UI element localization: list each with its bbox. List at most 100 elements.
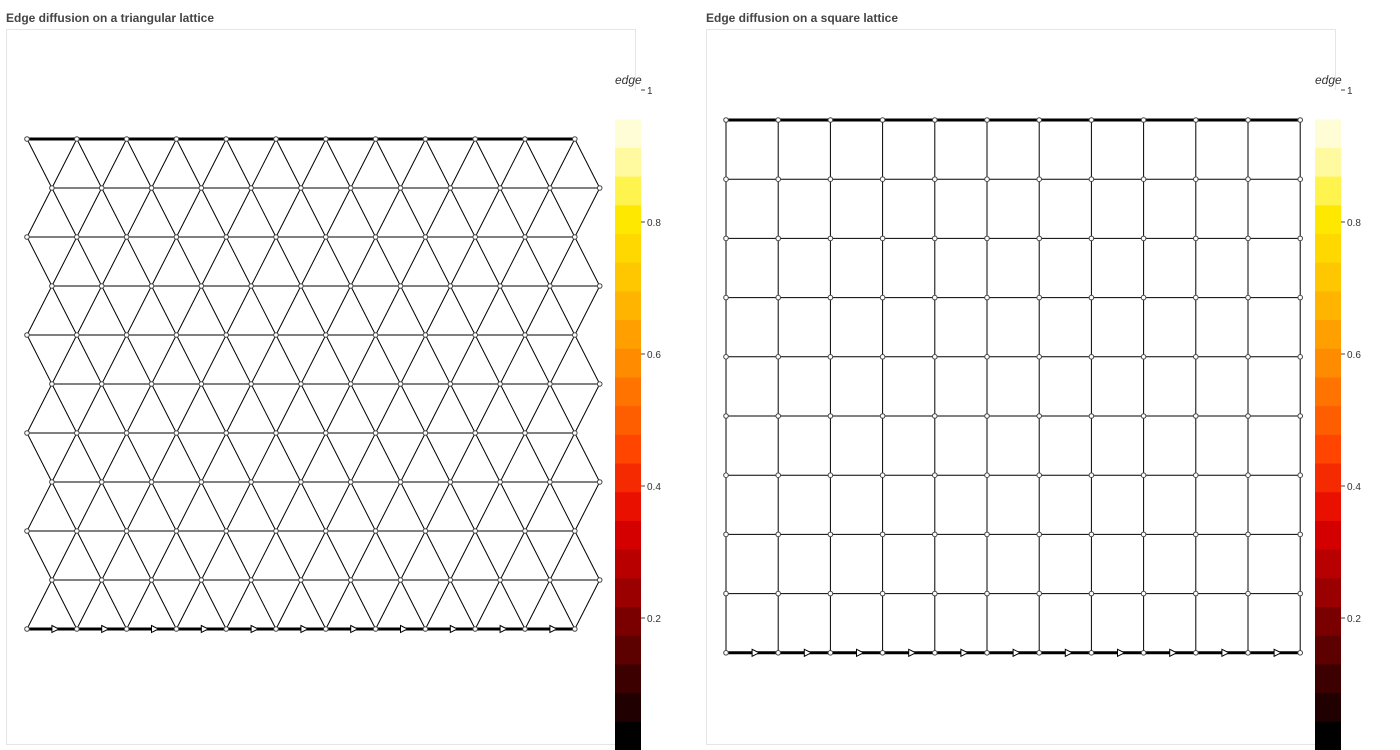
lattice-node[interactable] <box>1193 590 1199 597</box>
lattice-node[interactable] <box>74 626 80 632</box>
lattice-node[interactable] <box>596 283 603 289</box>
lattice-node[interactable] <box>932 354 938 360</box>
lattice-node[interactable] <box>422 234 429 240</box>
lattice-node[interactable] <box>497 283 503 289</box>
lattice-node[interactable] <box>1140 650 1147 656</box>
lattice-node[interactable] <box>1245 650 1251 656</box>
lattice-node[interactable] <box>74 332 80 338</box>
lattice-node[interactable] <box>397 479 404 485</box>
lattice-node[interactable] <box>24 136 30 142</box>
lattice-node[interactable] <box>372 332 379 338</box>
lattice-node[interactable] <box>497 577 503 583</box>
lattice-node[interactable] <box>1088 294 1095 301</box>
lattice-node[interactable] <box>98 577 105 583</box>
lattice-node[interactable] <box>547 577 553 583</box>
lattice-node[interactable] <box>1245 531 1251 538</box>
lattice-node[interactable] <box>984 354 990 360</box>
lattice-node[interactable] <box>1245 294 1251 301</box>
lattice-node[interactable] <box>723 117 729 123</box>
lattice-node[interactable] <box>827 294 834 301</box>
lattice-node[interactable] <box>173 430 180 436</box>
lattice-node[interactable] <box>74 136 80 142</box>
lattice-node[interactable] <box>223 430 229 436</box>
lattice-node[interactable] <box>472 528 479 534</box>
lattice-node[interactable] <box>298 479 304 485</box>
lattice-node[interactable] <box>1193 176 1199 182</box>
lattice-node[interactable] <box>723 472 729 479</box>
lattice-node[interactable] <box>1088 650 1095 656</box>
lattice-node[interactable] <box>323 136 329 142</box>
lattice-node[interactable] <box>879 354 886 360</box>
lattice-node[interactable] <box>123 430 130 436</box>
lattice-node[interactable] <box>98 185 105 191</box>
lattice-node[interactable] <box>1088 176 1095 182</box>
lattice-node[interactable] <box>1245 117 1251 123</box>
lattice-node[interactable] <box>49 577 55 583</box>
lattice-node[interactable] <box>198 577 205 583</box>
lattice-node[interactable] <box>422 430 429 436</box>
lattice-node[interactable] <box>173 234 180 240</box>
lattice-node[interactable] <box>422 626 429 632</box>
lattice-node[interactable] <box>148 479 155 485</box>
lattice-node[interactable] <box>298 283 304 289</box>
lattice-node[interactable] <box>723 590 729 597</box>
lattice-node[interactable] <box>123 626 130 632</box>
lattice-node[interactable] <box>248 479 254 485</box>
lattice-node[interactable] <box>397 577 404 583</box>
lattice-node[interactable] <box>775 472 781 479</box>
lattice-node[interactable] <box>572 626 578 632</box>
lattice-node[interactable] <box>1245 413 1251 419</box>
lattice-node[interactable] <box>472 332 479 338</box>
lattice-node[interactable] <box>775 650 781 656</box>
lattice-node[interactable] <box>148 381 155 387</box>
lattice-node[interactable] <box>49 283 55 289</box>
lattice-node[interactable] <box>49 185 55 191</box>
lattice-node[interactable] <box>24 626 30 632</box>
lattice-node[interactable] <box>775 354 781 360</box>
lattice-node[interactable] <box>49 381 55 387</box>
lattice-node[interactable] <box>827 650 834 656</box>
lattice-node[interactable] <box>879 294 886 301</box>
lattice-node[interactable] <box>879 235 886 242</box>
lattice-node[interactable] <box>248 283 254 289</box>
lattice-node[interactable] <box>1193 235 1199 242</box>
lattice-node[interactable] <box>775 294 781 301</box>
lattice-node[interactable] <box>1036 294 1043 301</box>
lattice-node[interactable] <box>723 176 729 182</box>
lattice-node[interactable] <box>98 381 105 387</box>
lattice-node[interactable] <box>596 381 603 387</box>
lattice-node[interactable] <box>932 590 938 597</box>
lattice-node[interactable] <box>932 117 938 123</box>
lattice-node[interactable] <box>1088 117 1095 123</box>
lattice-node[interactable] <box>422 136 429 142</box>
lattice-node[interactable] <box>1297 117 1304 123</box>
lattice-node[interactable] <box>723 531 729 538</box>
lattice-node[interactable] <box>248 381 254 387</box>
lattice-node[interactable] <box>1297 413 1304 419</box>
lattice-node[interactable] <box>932 472 938 479</box>
lattice-node[interactable] <box>1245 176 1251 182</box>
lattice-node[interactable] <box>522 136 528 142</box>
lattice-node[interactable] <box>1193 117 1199 123</box>
lattice-node[interactable] <box>173 136 180 142</box>
lattice-node[interactable] <box>596 577 603 583</box>
lattice-node[interactable] <box>1140 294 1147 301</box>
lattice-node[interactable] <box>447 577 454 583</box>
lattice-node[interactable] <box>775 531 781 538</box>
lattice-node[interactable] <box>74 430 80 436</box>
lattice-node[interactable] <box>98 479 105 485</box>
lattice-node[interactable] <box>24 234 30 240</box>
lattice-node[interactable] <box>447 381 454 387</box>
lattice-node[interactable] <box>723 413 729 419</box>
lattice-node[interactable] <box>775 176 781 182</box>
lattice-node[interactable] <box>547 283 553 289</box>
lattice-node[interactable] <box>148 577 155 583</box>
lattice-node[interactable] <box>596 479 603 485</box>
lattice-node[interactable] <box>24 332 30 338</box>
lattice-node[interactable] <box>932 176 938 182</box>
lattice-node[interactable] <box>984 650 990 656</box>
lattice-node[interactable] <box>223 136 229 142</box>
lattice-node[interactable] <box>472 430 479 436</box>
lattice-node[interactable] <box>1245 472 1251 479</box>
lattice-node[interactable] <box>723 235 729 242</box>
